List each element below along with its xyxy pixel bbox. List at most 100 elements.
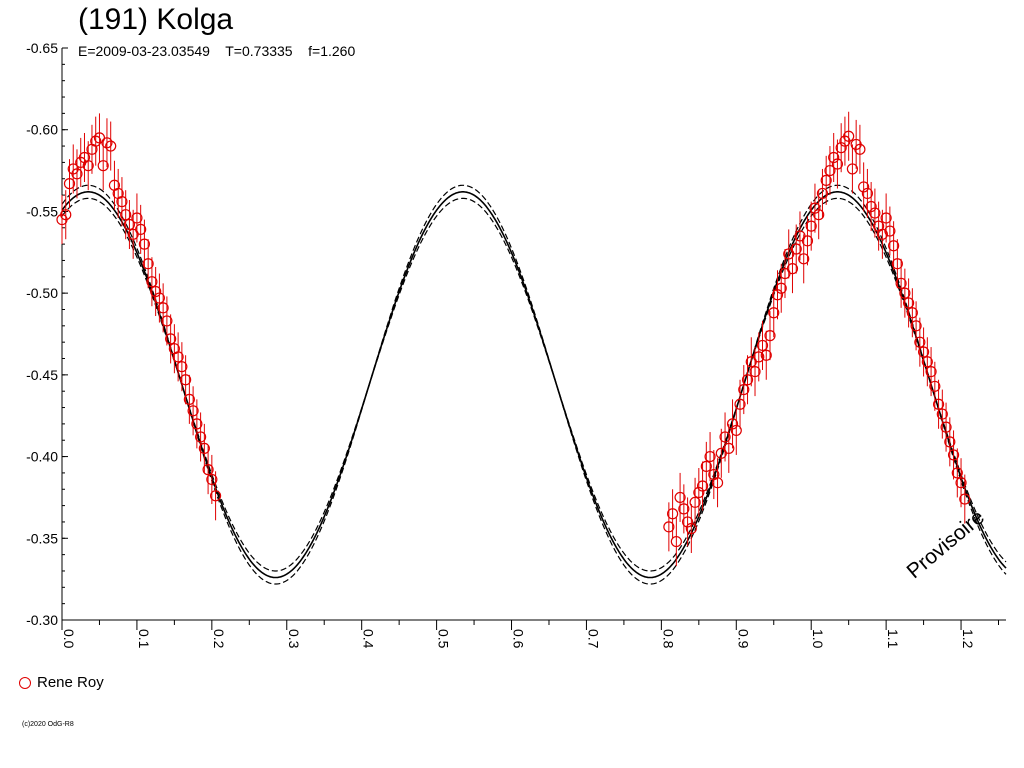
data-point (903, 297, 915, 309)
data-point (790, 243, 802, 255)
data-point (835, 142, 847, 154)
data-point (120, 209, 132, 221)
data-point (828, 151, 840, 164)
legend-label: Rene Roy (37, 674, 104, 691)
x-tick-label: 1.0 (810, 629, 826, 649)
data-point (63, 178, 76, 190)
x-tick-label: 0.2 (211, 629, 227, 649)
data-point (899, 287, 911, 299)
legend: Rene Roy (19, 674, 104, 692)
data-point (146, 276, 158, 288)
data-point (925, 365, 937, 378)
data-point (704, 450, 716, 463)
model-curve (61, 191, 1007, 579)
x-tick-label: 0.7 (585, 629, 601, 649)
data-point (932, 398, 945, 410)
x-tick-label: 0.9 (735, 629, 751, 649)
data-point (663, 521, 675, 533)
data-point (929, 380, 941, 392)
data-point (809, 202, 821, 214)
data-point (700, 460, 712, 472)
data-point (105, 140, 117, 152)
data-point (858, 181, 870, 193)
data-point (187, 405, 199, 417)
model-curve-envelope (61, 184, 1007, 585)
data-point (172, 351, 184, 363)
data-point (101, 137, 113, 149)
data-point (195, 431, 207, 443)
legend-marker-icon (19, 677, 31, 689)
data-point (693, 486, 705, 499)
data-point (865, 200, 877, 213)
data-point (730, 424, 742, 437)
x-tick-label: 0.1 (136, 629, 152, 649)
data-point (161, 315, 173, 327)
data-point (944, 436, 956, 448)
data-point (670, 535, 682, 548)
x-tick-label: 0.3 (286, 629, 302, 649)
data-point (888, 240, 900, 252)
data-point (202, 464, 214, 476)
data-point (138, 238, 151, 250)
data-point (696, 480, 709, 492)
data-point (82, 160, 94, 172)
data-point (183, 393, 195, 405)
data-point (685, 522, 697, 535)
data-point (917, 346, 930, 358)
data-point (135, 223, 147, 236)
data-point (741, 374, 754, 386)
data-point (674, 491, 686, 504)
data-point (97, 160, 109, 172)
data-point (940, 421, 952, 433)
data-point (760, 349, 772, 361)
data-point (176, 361, 188, 373)
data-point (947, 449, 960, 461)
data-point (801, 235, 814, 247)
data-point (831, 158, 844, 170)
data-point (689, 496, 701, 508)
y-tick-label: -0.50 (26, 285, 58, 301)
model-curves (61, 184, 1007, 585)
data-point (142, 258, 154, 270)
data-point (805, 220, 817, 232)
data-point (906, 307, 918, 319)
data-point (726, 418, 739, 430)
data-point (157, 302, 169, 314)
data-point (910, 320, 922, 332)
data-point (90, 135, 102, 147)
chart-title: (191) Kolga (78, 3, 234, 36)
data-point (60, 209, 72, 221)
copyright-note: (c)2020 OdG-R8 (22, 721, 74, 728)
data-point (891, 258, 903, 270)
data-point (824, 164, 836, 177)
data-point (131, 212, 143, 224)
x-tick-label: 0.4 (361, 629, 377, 649)
x-tick-label: 0.0 (61, 629, 77, 649)
data-point (880, 212, 892, 224)
data-point (206, 473, 218, 486)
data-point (191, 418, 203, 430)
y-tick-label: -0.30 (26, 612, 58, 628)
data-point (719, 431, 731, 443)
data-point (764, 330, 776, 342)
data-point (843, 130, 855, 142)
data-point (876, 228, 888, 240)
y-tick-label: -0.55 (26, 203, 58, 219)
y-tick-label: -0.35 (26, 530, 58, 546)
x-tick-label: 0.8 (660, 629, 676, 649)
data-point (813, 209, 825, 221)
data-point (895, 277, 907, 289)
data-point (816, 187, 829, 200)
data-point (165, 333, 177, 345)
data-point (123, 218, 136, 231)
chart-axes: -0.65 -0.60 -0.55 -0.50 -0.45 -0.40 -0.35 -0.30… (26, 40, 1006, 649)
chart-subtitle: E=2009-03-23.03549 T=0.73335 f=1.260 (78, 43, 356, 59)
data-point (951, 467, 963, 479)
x-tick-label: 1.2 (960, 629, 976, 649)
data-point (116, 196, 128, 208)
data-point (681, 516, 694, 528)
data-point (667, 508, 679, 520)
data-point (678, 503, 690, 515)
data-point (153, 292, 165, 304)
